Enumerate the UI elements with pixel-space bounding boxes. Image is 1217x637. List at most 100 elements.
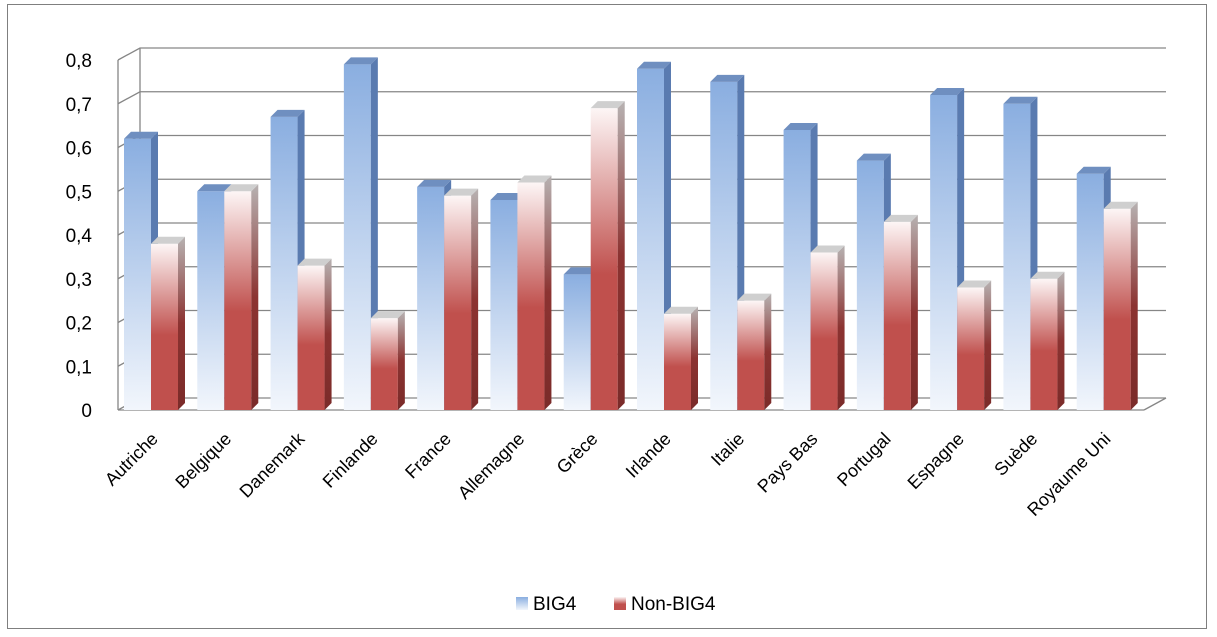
x-tick-label: Italie (707, 429, 748, 470)
bar-top (930, 88, 965, 95)
y-axis: 0 0,1 0,2 0,3 0,4 0,5 0,6 0,7 0,8 (66, 48, 1167, 422)
bar-side (691, 306, 698, 410)
bar (1076, 173, 1104, 410)
bar-top (444, 188, 479, 196)
bar-side (324, 258, 332, 410)
bar-side (984, 280, 992, 410)
legend: BIG4 Non-BIG4 (516, 594, 716, 615)
bar (343, 64, 371, 410)
bar (417, 186, 445, 410)
x-tick-label: Autriche (101, 429, 162, 490)
y-tick-label: 0,5 (66, 182, 92, 203)
x-tick-label: Finlande (319, 429, 382, 492)
x-tick-label: Suède (990, 429, 1041, 480)
x-axis: Autriche Belgique Danemark Finlande FranceAl… (101, 428, 1115, 520)
bar-top (417, 179, 452, 187)
bar-top (1030, 271, 1065, 279)
bar (297, 265, 325, 410)
bar (957, 287, 985, 410)
bar-top (637, 61, 671, 69)
bar (664, 313, 691, 410)
bar (444, 195, 472, 410)
x-tick-label: Irlande (622, 429, 675, 482)
bar (710, 81, 738, 410)
bar-top (810, 245, 845, 253)
bar-side (910, 214, 918, 410)
y-tick-label: 0 (81, 401, 92, 422)
legend-label: Non-BIG4 (631, 594, 716, 615)
bar-side (837, 245, 845, 410)
bar (124, 138, 151, 410)
bar-top (517, 175, 552, 183)
y-tick-label: 0,3 (66, 270, 92, 291)
bar-top (151, 236, 185, 244)
bar-top (370, 311, 405, 319)
y-tick-label: 0,4 (66, 226, 93, 247)
bar (1030, 278, 1058, 410)
legend-label: BIG4 (533, 594, 577, 615)
bar-side (471, 188, 479, 410)
bar (1003, 103, 1031, 410)
bar (856, 160, 884, 410)
bar (930, 95, 958, 410)
bar-top (664, 306, 698, 314)
bar-side (397, 311, 405, 410)
bar (637, 68, 664, 410)
bar-top (856, 153, 891, 161)
x-tick-label: Pays Bas (753, 429, 821, 497)
bar (490, 200, 518, 410)
x-tick-label: Danemark (236, 428, 310, 502)
bar-top (343, 57, 378, 65)
bar-top (270, 109, 305, 117)
bar (590, 108, 618, 410)
bar-top (297, 258, 332, 266)
x-tick-label: France (401, 429, 455, 483)
bars (124, 57, 1138, 410)
bar-top (957, 280, 992, 288)
bar-top (1076, 166, 1111, 174)
floor-edge (1143, 397, 1167, 411)
x-tick-label: Grèce (553, 429, 602, 478)
bar-side (544, 175, 552, 410)
x-tick-label: Belgique (171, 429, 235, 493)
bar-top (197, 184, 232, 192)
bar-top (224, 184, 259, 192)
legend-swatch (516, 597, 528, 610)
legend-swatch (614, 597, 626, 610)
y-tick-label: 0,2 (66, 314, 92, 335)
x-tick-label: Espagne (904, 429, 968, 493)
bar-top (490, 193, 525, 200)
bar-top (563, 267, 598, 275)
y-tick-label: 0,8 (66, 51, 92, 72)
bar-top (124, 131, 158, 139)
bar-top (883, 214, 918, 222)
bar (151, 243, 178, 410)
bar-side (251, 184, 259, 410)
bar-side (1130, 201, 1138, 410)
bar-top (737, 293, 772, 301)
bar-side (1057, 271, 1065, 410)
bar-top (590, 101, 625, 109)
bar (517, 182, 545, 410)
bar-side (178, 236, 185, 410)
bar-top (710, 74, 745, 82)
bar-top (1103, 201, 1138, 209)
bar-top (783, 123, 818, 130)
y-tick-label: 0,7 (66, 95, 92, 116)
bar (810, 252, 838, 410)
y-tick-label: 0,1 (66, 357, 92, 378)
bar (737, 300, 765, 410)
bar-side (617, 101, 625, 410)
bar (370, 318, 398, 410)
bar (1103, 208, 1131, 410)
y-tick-label: 0,6 (66, 139, 92, 160)
bar (224, 191, 252, 410)
bar-side (764, 293, 772, 410)
bar (563, 274, 591, 410)
x-tick-label: Allemagne (454, 429, 528, 503)
bar-top (1003, 96, 1038, 104)
x-tick-label: Portugal (833, 429, 895, 491)
bar (883, 221, 911, 410)
bar (270, 116, 298, 410)
